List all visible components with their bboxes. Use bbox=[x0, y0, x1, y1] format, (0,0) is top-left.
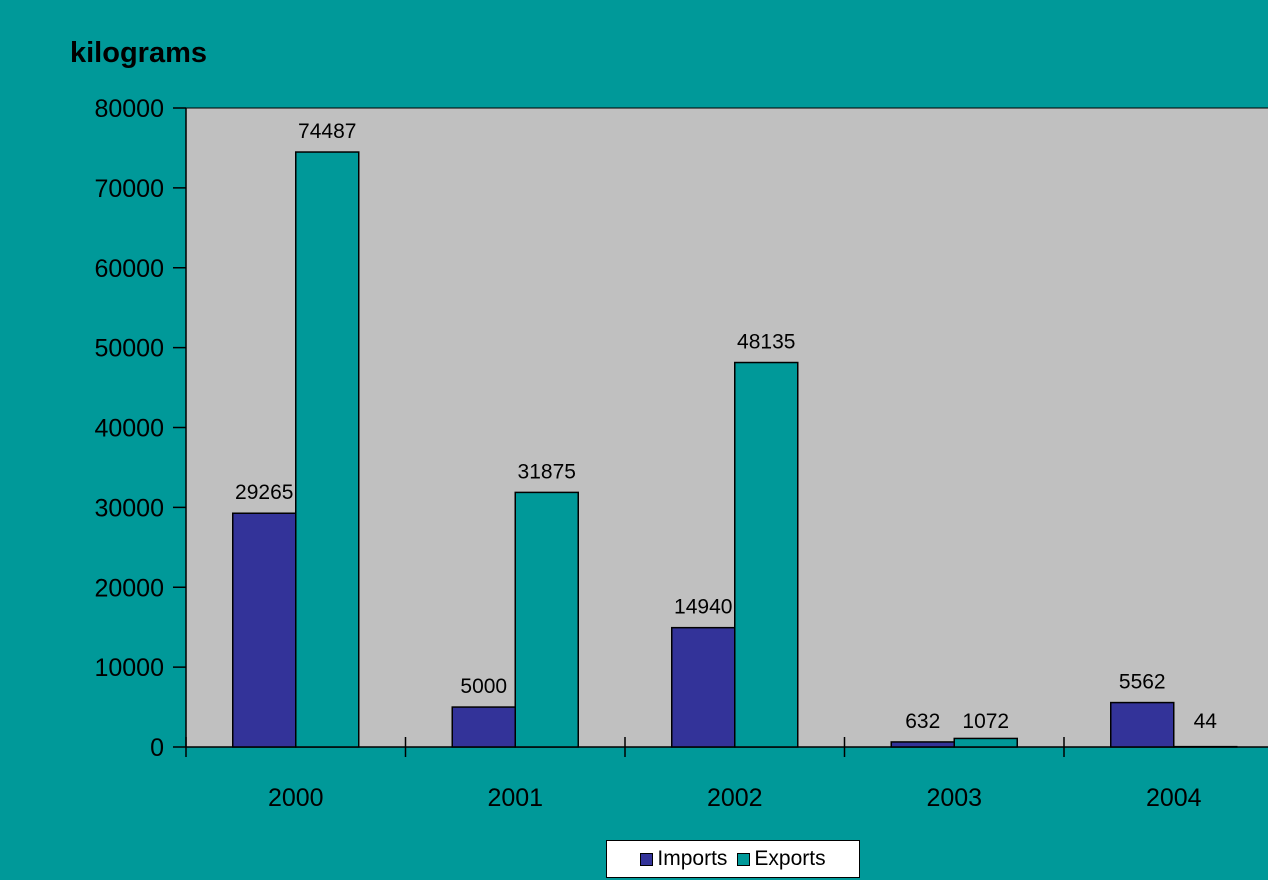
data-label-imports-2003: 632 bbox=[905, 710, 940, 733]
legend-item-exports: Exports bbox=[737, 847, 826, 871]
y-tick-label: 50000 bbox=[94, 335, 164, 363]
data-labels: 29265 74487 5000 31875 14940 48135 632 1072 5562… bbox=[235, 120, 1217, 733]
bar-exports-2003 bbox=[953, 737, 1018, 748]
legend-label-imports: Imports bbox=[657, 847, 728, 870]
bar-exports-2001 bbox=[514, 491, 579, 748]
y-tick-label: 20000 bbox=[94, 574, 164, 602]
data-label-exports-2004: 44 bbox=[1194, 710, 1218, 733]
bar-imports-2004 bbox=[1110, 701, 1175, 748]
y-tick-label: 30000 bbox=[94, 494, 164, 522]
legend-swatch-exports bbox=[737, 852, 751, 866]
x-tick-label: 2003 bbox=[926, 784, 982, 812]
x-tick-label: 2000 bbox=[268, 784, 324, 812]
bar-imports-2002 bbox=[671, 626, 736, 748]
x-tick-label: 2004 bbox=[1146, 784, 1202, 812]
y-tick-label: 80000 bbox=[94, 95, 164, 123]
bar-exports-2000 bbox=[295, 151, 360, 748]
data-label-exports-2003: 1072 bbox=[962, 710, 1009, 733]
legend: Imports Exports bbox=[606, 840, 860, 878]
bar-imports-2003 bbox=[890, 741, 955, 748]
bar-series bbox=[232, 151, 1238, 748]
data-label-imports-2002: 14940 bbox=[674, 596, 732, 619]
data-label-imports-2001: 5000 bbox=[460, 675, 507, 698]
y-tick-label: 70000 bbox=[94, 175, 164, 203]
data-label-exports-2002: 48135 bbox=[737, 331, 795, 354]
x-tick-label: 2001 bbox=[487, 784, 543, 812]
data-label-imports-2000: 29265 bbox=[235, 481, 293, 504]
legend-label-exports: Exports bbox=[754, 847, 826, 870]
y-axis: 0 10000 20000 30000 40000 50000 60000 70000 8000… bbox=[94, 95, 187, 762]
y-tick-label: 10000 bbox=[94, 654, 164, 682]
legend-item-imports: Imports bbox=[640, 847, 727, 871]
bar-imports-2001 bbox=[451, 706, 516, 748]
y-tick-label: 0 bbox=[150, 734, 164, 762]
data-label-imports-2004: 5562 bbox=[1119, 671, 1166, 694]
data-label-exports-2000: 74487 bbox=[298, 120, 356, 143]
y-tick-label: 40000 bbox=[94, 415, 164, 443]
bar-imports-2000 bbox=[232, 512, 297, 748]
x-axis: 2000 2001 2002 2003 2004 bbox=[185, 737, 1268, 812]
data-label-exports-2001: 31875 bbox=[518, 460, 576, 483]
chart-title: 2000-2004 bbox=[510, 0, 759, 8]
legend-swatch-imports bbox=[640, 852, 654, 866]
x-tick-label: 2002 bbox=[707, 784, 763, 812]
y-axis-label: kilograms bbox=[70, 37, 207, 69]
y-tick-label: 60000 bbox=[94, 255, 164, 283]
bar-exports-2002 bbox=[734, 361, 799, 748]
